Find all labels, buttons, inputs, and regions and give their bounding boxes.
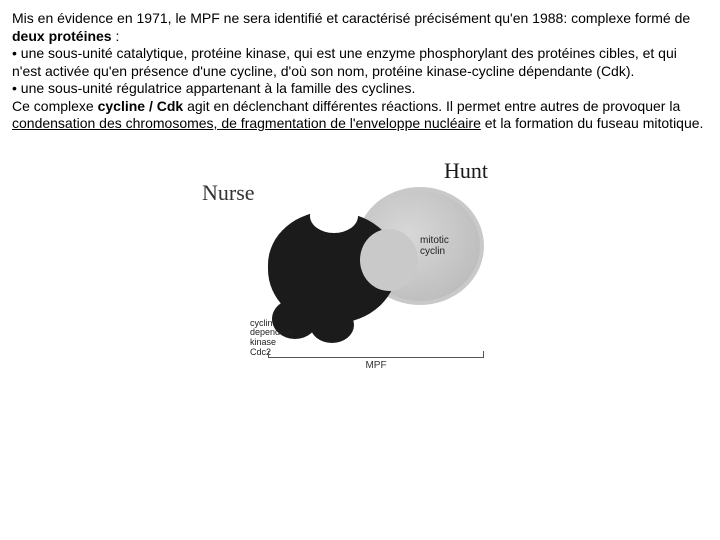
hunt-label: Hunt <box>444 157 488 185</box>
kinase-notch-top <box>310 199 358 233</box>
concl-a: Ce complexe <box>12 98 98 114</box>
kinase-text-2: dependent kinase <box>250 328 320 348</box>
intro-bold: deux protéines <box>12 28 112 44</box>
cyclin-text-2: cyclin <box>420 246 449 257</box>
conclusion-paragraph: Ce complexe cycline / Cdk agit en déclen… <box>12 98 708 133</box>
concl-bold: cycline / Cdk <box>98 98 184 114</box>
bullet-1: • une sous-unité catalytique, protéine k… <box>12 45 708 80</box>
nurse-label: Nurse <box>202 179 255 207</box>
intro-paragraph: Mis en évidence en 1971, le MPF ne sera … <box>12 10 708 45</box>
intro-part-c: : <box>112 28 120 44</box>
mpf-bracket: MPF <box>268 351 484 373</box>
diagram-container: Nurse Hunt mitotic cyclin cyclin- depend… <box>12 161 708 381</box>
kinase-notch-right <box>360 229 418 291</box>
cyclin-text-1: mitotic <box>420 235 449 246</box>
intro-part-a: Mis en évidence en 1971, le MPF ne sera … <box>12 10 690 26</box>
bracket-label: MPF <box>268 360 484 373</box>
concl-underline: condensation des chromosomes, de fragmen… <box>12 115 481 131</box>
bullet-2: • une sous-unité régulatrice appartenant… <box>12 80 708 98</box>
concl-e: et la formation du fuseau mitotique. <box>481 115 704 131</box>
cyclin-text: mitotic cyclin <box>420 235 449 257</box>
concl-c: agit en déclenchant différentes réaction… <box>183 98 680 114</box>
bracket-line <box>268 357 484 358</box>
mpf-diagram: Nurse Hunt mitotic cyclin cyclin- depend… <box>210 161 510 381</box>
